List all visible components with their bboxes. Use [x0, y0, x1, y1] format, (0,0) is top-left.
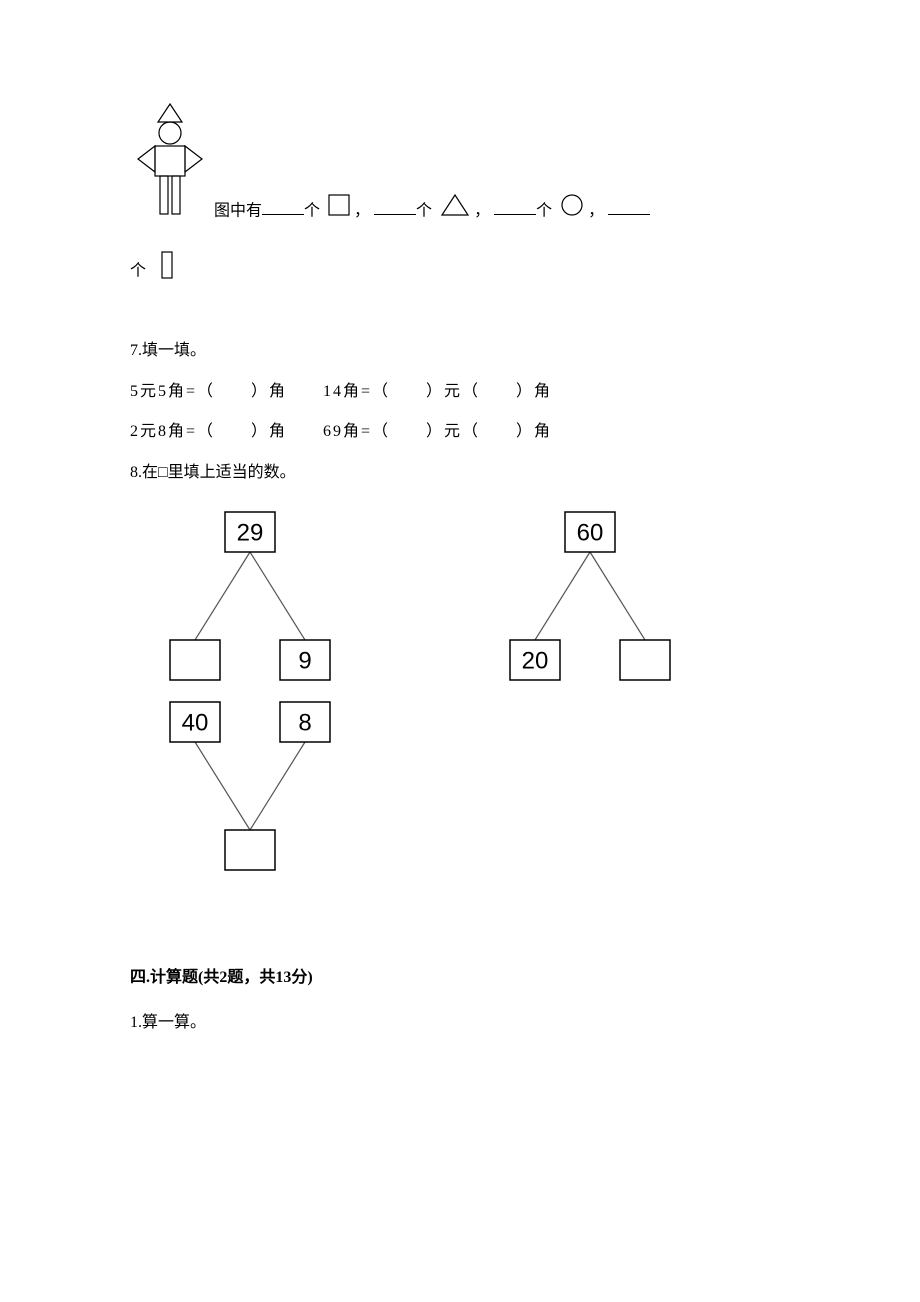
- q6-text: 图中有 个 ， 个 ， 个 ，: [214, 193, 650, 230]
- q7-r1-left: 5元5角=（ ）角: [130, 374, 287, 409]
- q7-r2-right: 69角=（ ）元（ ）角: [323, 414, 552, 449]
- q6-unit-2: 个: [416, 202, 432, 219]
- q6-blank-2: [374, 199, 416, 215]
- q6-prefix: 图中有: [214, 202, 262, 219]
- q6-blank-4: [608, 199, 650, 215]
- section-4-q1: 1.算一算。: [130, 1005, 790, 1040]
- q8-tree-row-1: 29 9 60 20: [150, 510, 790, 690]
- number-tree-3: 40 8: [150, 700, 350, 880]
- q7-r1-right: 14角=（ ）元（ ）角: [323, 374, 552, 409]
- q7-row-2: 2元8角=（ ）角 69角=（ ）元（ ）角: [130, 414, 790, 449]
- q6-blank-1: [262, 199, 304, 215]
- section-4-title: 四.计算题(共2题，共13分): [130, 960, 790, 995]
- q6-blank-3: [494, 199, 536, 215]
- tree3-right: 8: [298, 709, 311, 736]
- person-figure: [130, 100, 210, 230]
- q7-title: 7.填一填。: [130, 333, 790, 368]
- q6-continuation: 个: [130, 250, 790, 293]
- number-tree-1: 29 9: [150, 510, 350, 690]
- number-tree-2: 60 20: [490, 510, 690, 690]
- q7-row-1: 5元5角=（ ）角 14角=（ ）元（ ）角: [130, 374, 790, 409]
- q6-comma-3: ，: [588, 202, 604, 219]
- q6-unit-3: 个: [536, 202, 552, 219]
- tree2-top: 60: [577, 519, 604, 546]
- q6-figure-line: 图中有 个 ， 个 ， 个 ，: [130, 100, 790, 230]
- q8-title: 8.在□里填上适当的数。: [130, 455, 790, 490]
- rectangle-icon: [160, 250, 174, 293]
- tree1-right: 9: [298, 647, 311, 674]
- q6-comma-2: ，: [474, 202, 490, 219]
- q8-tree-row-2: 40 8: [150, 700, 790, 880]
- triangle-icon: [440, 193, 470, 230]
- q6-unit-4: 个: [130, 262, 146, 279]
- circle-icon: [560, 193, 584, 230]
- tree3-left: 40: [182, 709, 209, 736]
- q7-r2-left: 2元8角=（ ）角: [130, 414, 287, 449]
- square-icon: [328, 194, 350, 229]
- tree2-left: 20: [522, 647, 549, 674]
- q6-comma-1: ，: [354, 202, 370, 219]
- q6-unit-1: 个: [304, 202, 320, 219]
- tree1-top: 29: [237, 519, 264, 546]
